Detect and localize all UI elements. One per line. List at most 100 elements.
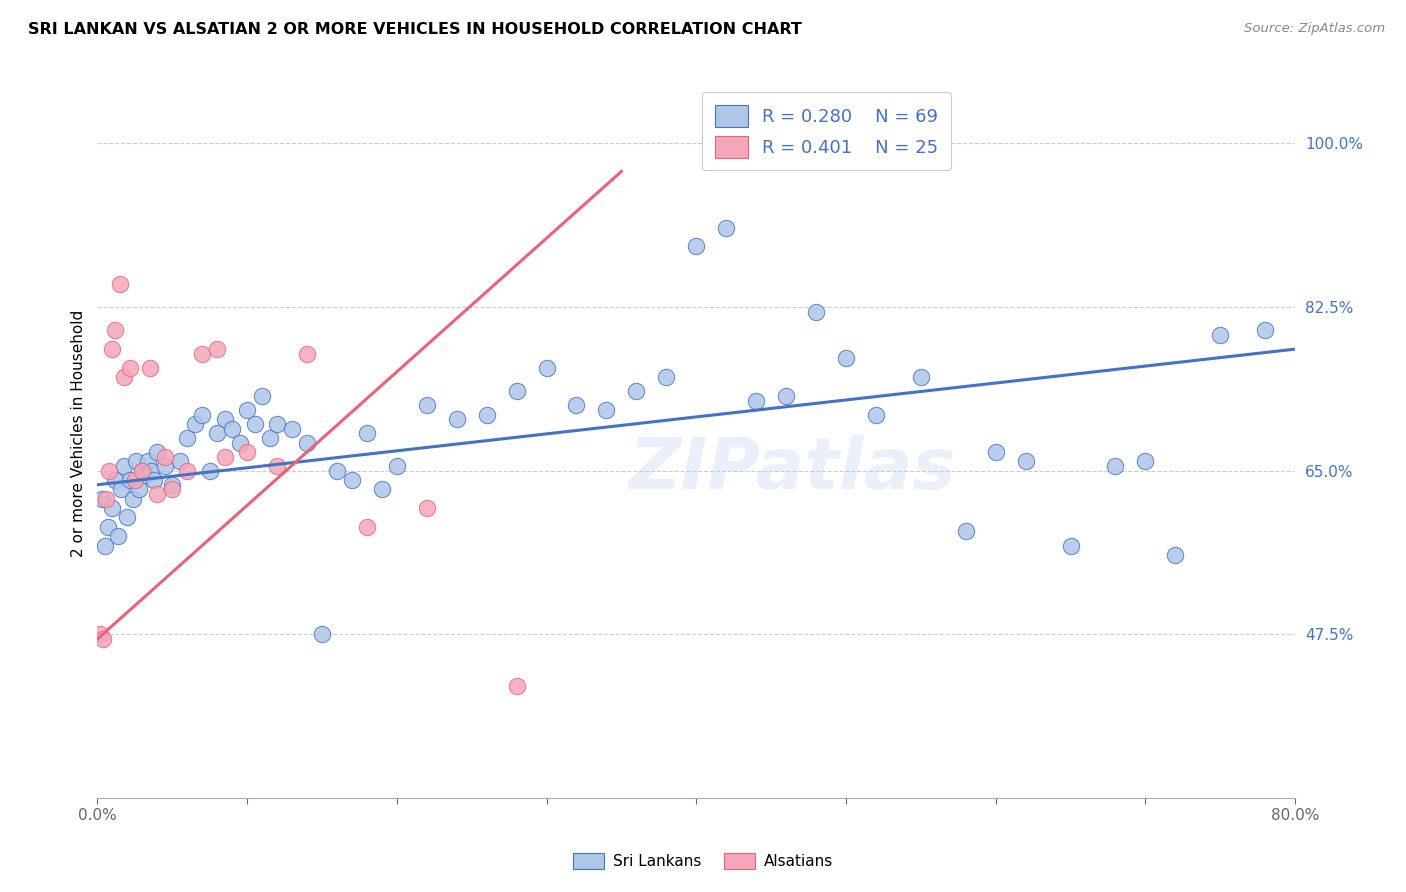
Point xyxy=(266,417,288,431)
Text: SRI LANKAN VS ALSATIAN 2 OR MORE VEHICLES IN HOUSEHOLD CORRELATION CHART: SRI LANKAN VS ALSATIAN 2 OR MORE VEHICLE… xyxy=(28,22,801,37)
Point xyxy=(1254,323,1277,337)
Point xyxy=(221,422,243,436)
Point xyxy=(176,464,198,478)
Point xyxy=(90,491,112,506)
Point xyxy=(139,360,162,375)
Point xyxy=(108,277,131,291)
Point xyxy=(143,473,166,487)
Y-axis label: 2 or more Vehicles in Household: 2 or more Vehicles in Household xyxy=(72,310,86,557)
Point xyxy=(214,412,236,426)
Point xyxy=(295,435,318,450)
Point xyxy=(775,389,797,403)
Point xyxy=(685,239,707,253)
Point xyxy=(505,384,527,399)
Point xyxy=(371,483,394,497)
Point xyxy=(122,491,145,506)
Point xyxy=(626,384,648,399)
Point xyxy=(134,468,156,483)
Point xyxy=(120,360,142,375)
Point xyxy=(146,487,169,501)
Point xyxy=(141,464,163,478)
Point xyxy=(160,477,183,491)
Point xyxy=(595,403,617,417)
Point xyxy=(128,483,150,497)
Point xyxy=(326,464,349,478)
Point xyxy=(655,370,678,384)
Point xyxy=(340,473,363,487)
Point xyxy=(865,408,887,422)
Point xyxy=(91,632,114,646)
Point xyxy=(1209,328,1232,343)
Point xyxy=(1014,454,1036,468)
Point xyxy=(101,501,124,516)
Point xyxy=(198,464,221,478)
Point xyxy=(565,398,588,412)
Point xyxy=(176,431,198,445)
Point xyxy=(112,458,135,473)
Point xyxy=(94,539,117,553)
Point xyxy=(112,370,135,384)
Point xyxy=(910,370,932,384)
Point xyxy=(984,445,1007,459)
Point xyxy=(1059,539,1081,553)
Point xyxy=(804,304,827,318)
Point xyxy=(236,403,259,417)
Point xyxy=(955,524,977,539)
Point xyxy=(104,323,127,337)
Point xyxy=(1164,548,1187,562)
Point xyxy=(205,342,228,356)
Point xyxy=(205,426,228,441)
Point xyxy=(124,473,146,487)
Point xyxy=(228,435,250,450)
Point xyxy=(745,393,768,408)
Text: Source: ZipAtlas.com: Source: ZipAtlas.com xyxy=(1244,22,1385,36)
Point xyxy=(835,351,858,366)
Point xyxy=(131,464,153,478)
Point xyxy=(536,360,558,375)
Point xyxy=(89,627,111,641)
Point xyxy=(120,473,142,487)
Point xyxy=(136,454,159,468)
Point xyxy=(125,454,148,468)
Point xyxy=(295,347,318,361)
Point xyxy=(1135,454,1157,468)
Legend: Sri Lankans, Alsatians: Sri Lankans, Alsatians xyxy=(567,847,839,875)
Point xyxy=(214,450,236,464)
Point xyxy=(416,398,439,412)
Point xyxy=(243,417,266,431)
Point xyxy=(259,431,281,445)
Point xyxy=(104,473,127,487)
Text: ZIPatlas: ZIPatlas xyxy=(628,435,956,504)
Point xyxy=(311,627,333,641)
Point xyxy=(236,445,259,459)
Point xyxy=(117,510,139,524)
Point xyxy=(1104,458,1126,473)
Point xyxy=(416,501,439,516)
Point xyxy=(385,458,408,473)
Point xyxy=(356,426,378,441)
Point xyxy=(101,342,124,356)
Point xyxy=(169,454,191,468)
Point xyxy=(131,464,153,478)
Point xyxy=(191,347,214,361)
Point xyxy=(505,679,527,693)
Point xyxy=(475,408,498,422)
Point xyxy=(96,491,118,506)
Point xyxy=(446,412,468,426)
Point xyxy=(716,220,738,235)
Point xyxy=(160,483,183,497)
Point xyxy=(191,408,214,422)
Point xyxy=(153,458,176,473)
Point xyxy=(281,422,304,436)
Point xyxy=(266,458,288,473)
Legend: R = 0.280    N = 69, R = 0.401    N = 25: R = 0.280 N = 69, R = 0.401 N = 25 xyxy=(703,92,950,170)
Point xyxy=(107,529,129,543)
Point xyxy=(146,445,169,459)
Point xyxy=(250,389,273,403)
Point xyxy=(183,417,205,431)
Point xyxy=(98,464,121,478)
Point xyxy=(356,520,378,534)
Point xyxy=(110,483,132,497)
Point xyxy=(153,450,176,464)
Point xyxy=(97,520,120,534)
